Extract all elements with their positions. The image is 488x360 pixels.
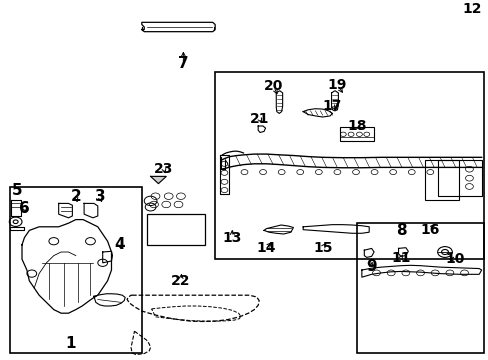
Text: 17: 17: [322, 99, 342, 113]
Text: 4: 4: [114, 237, 125, 252]
Bar: [437, 160, 481, 196]
Text: 15: 15: [312, 242, 332, 255]
Text: 22: 22: [171, 274, 190, 288]
Text: 6: 6: [19, 201, 30, 216]
Text: 18: 18: [346, 119, 366, 133]
Bar: [146, 214, 205, 245]
Text: 1: 1: [65, 336, 76, 351]
Bar: [10, 187, 142, 353]
Text: 2: 2: [70, 189, 81, 204]
Text: 8: 8: [395, 223, 406, 238]
Text: 21: 21: [249, 112, 268, 126]
Text: 5: 5: [12, 183, 22, 198]
Text: 16: 16: [420, 224, 439, 237]
Text: 3: 3: [95, 189, 105, 204]
Text: 19: 19: [327, 78, 346, 91]
Polygon shape: [150, 176, 166, 184]
Text: 10: 10: [444, 252, 464, 266]
Text: 13: 13: [222, 231, 242, 244]
Text: 11: 11: [390, 252, 410, 265]
Text: 14: 14: [256, 242, 276, 255]
Bar: [425, 160, 458, 200]
Text: 23: 23: [154, 162, 173, 176]
Bar: [215, 72, 483, 259]
Text: 12: 12: [461, 2, 481, 16]
Bar: [339, 127, 373, 141]
Text: 7: 7: [178, 55, 188, 71]
Text: 20: 20: [264, 80, 283, 93]
Text: 9: 9: [366, 259, 376, 274]
Bar: [356, 223, 483, 353]
